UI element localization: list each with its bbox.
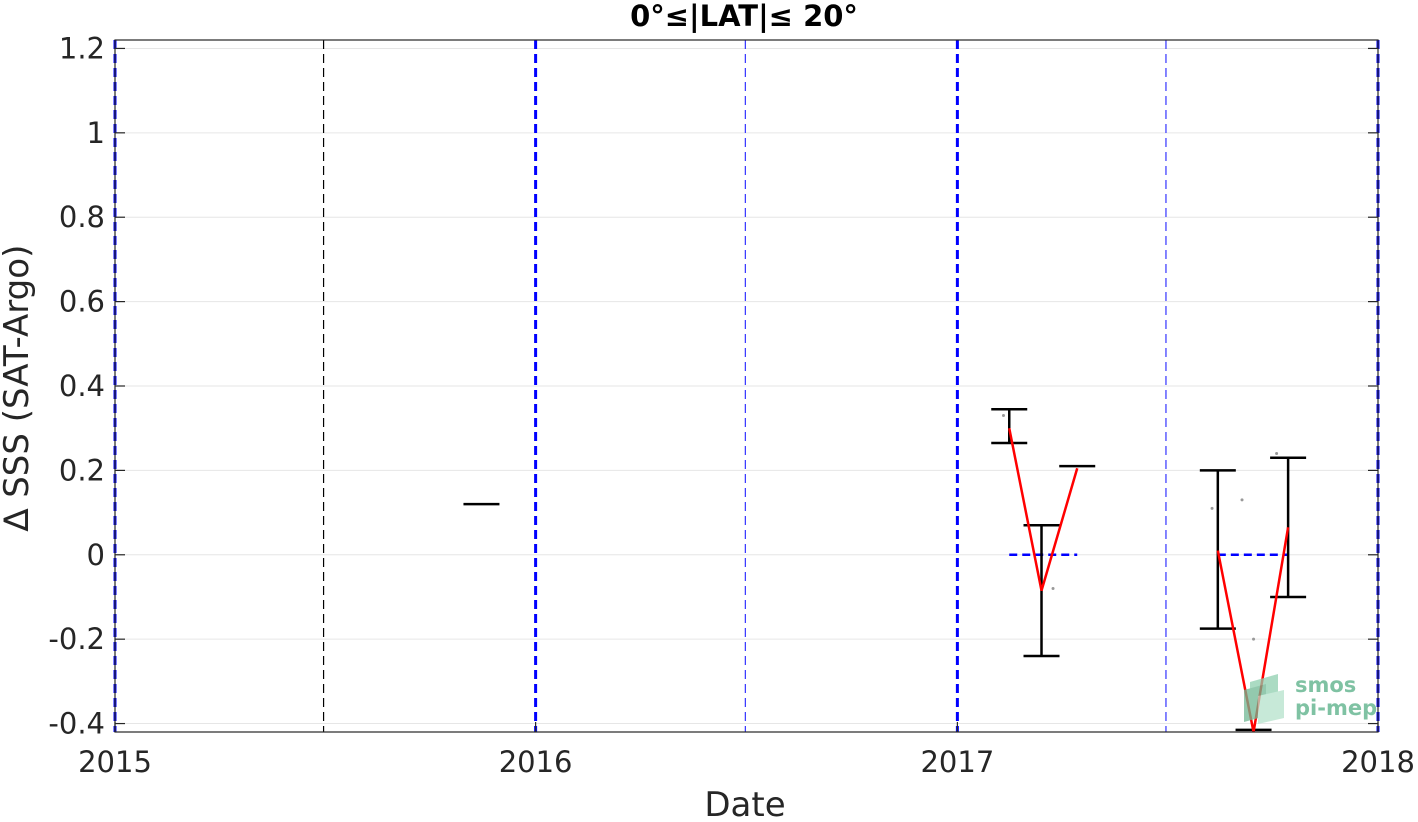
x-tick-label: 2016 <box>499 745 573 779</box>
scatter-point <box>1001 414 1005 418</box>
logo-text-line2: pi-mep <box>1295 696 1377 720</box>
y-tick-label: 1 <box>87 116 105 150</box>
error-bar <box>1199 469 1236 630</box>
y-tick-label: 0.4 <box>59 369 105 403</box>
x-tick-label: 2015 <box>78 745 152 779</box>
scatter-point <box>1252 637 1256 641</box>
y-tick-label: 0.6 <box>59 285 105 319</box>
scatter-point <box>1275 452 1279 456</box>
x-tick-label: 2017 <box>920 745 994 779</box>
y-tick-label: 0.2 <box>59 453 105 487</box>
y-axis-label: ∆ SSS (SAT-Argo) <box>0 245 37 533</box>
y-tick-label: -0.2 <box>48 622 105 656</box>
y-tick-label: 1.2 <box>59 31 105 65</box>
scatter-point <box>1210 506 1214 510</box>
x-tick-label: 2018 <box>1341 745 1415 779</box>
y-tick-label: 0.8 <box>59 200 105 234</box>
logo-mark-icon <box>1244 674 1284 724</box>
logo-text-line1: smos <box>1295 673 1356 697</box>
x-axis-label: Date <box>704 785 785 818</box>
scatter-point <box>1240 498 1244 502</box>
scatter-point <box>1051 587 1055 591</box>
mean-line-series <box>1008 427 1079 591</box>
grid-layer <box>115 47 1378 725</box>
chart-title: 0°≤|LAT|≤ 20° <box>630 0 858 33</box>
tick-label-layer: -0.4 -0.2 0 0.2 0.4 0.6 0.8 1 1.2 2015 2016 2017 201… <box>48 31 1415 779</box>
smos-pi-mep-logo: smos pi-mep <box>1244 673 1377 724</box>
axes-layer <box>114 39 1379 733</box>
y-tick-label: 0 <box>87 538 105 572</box>
y-tick-label: -0.4 <box>48 707 105 741</box>
error-bar <box>991 407 1028 445</box>
